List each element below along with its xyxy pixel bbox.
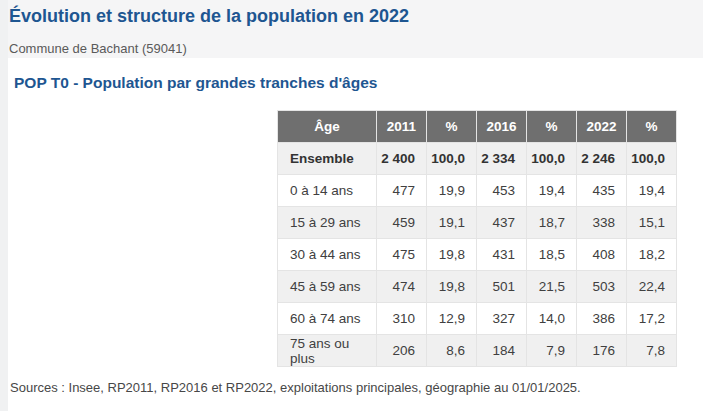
value-cell: 475 (377, 239, 427, 271)
table-row: 0 à 14 ans47719,945319,443519,4 (278, 175, 677, 207)
age-group-label: Ensemble (278, 143, 377, 175)
column-header: 2016 (477, 111, 527, 143)
value-cell: 100,0 (627, 143, 677, 175)
age-group-label: 60 à 74 ans (278, 303, 377, 335)
value-cell: 17,2 (627, 303, 677, 335)
value-cell: 100,0 (527, 143, 577, 175)
column-header: % (527, 111, 577, 143)
value-cell: 431 (477, 239, 527, 271)
age-group-label: 0 à 14 ans (278, 175, 377, 207)
column-header: % (627, 111, 677, 143)
value-cell: 7,9 (527, 335, 577, 367)
age-group-label: 45 à 59 ans (278, 271, 377, 303)
value-cell: 503 (577, 271, 627, 303)
value-cell: 386 (577, 303, 627, 335)
age-group-label: 15 à 29 ans (278, 207, 377, 239)
value-cell: 21,5 (527, 271, 577, 303)
value-cell: 176 (577, 335, 627, 367)
page-title: Évolution et structure de la population … (9, 6, 409, 27)
table-row: 15 à 29 ans45919,143718,733815,1 (278, 207, 677, 239)
value-cell: 22,4 (627, 271, 677, 303)
value-cell: 474 (377, 271, 427, 303)
column-header: 2011 (377, 111, 427, 143)
table-row: Ensemble2 400100,02 334100,02 246100,0 (278, 143, 677, 175)
value-cell: 19,1 (427, 207, 477, 239)
section-title-pop-t0: POP T0 - Population par grandes tranches… (14, 74, 377, 92)
value-cell: 327 (477, 303, 527, 335)
table-header-row: Âge2011%2016%2022% (278, 111, 677, 143)
value-cell: 2 334 (477, 143, 527, 175)
value-cell: 435 (577, 175, 627, 207)
value-cell: 206 (377, 335, 427, 367)
table-row: 75 ans ou plus2068,61847,91767,8 (278, 335, 677, 367)
table-row: 30 à 44 ans47519,843118,540818,2 (278, 239, 677, 271)
value-cell: 15,1 (627, 207, 677, 239)
value-cell: 2 400 (377, 143, 427, 175)
column-header: 2022 (577, 111, 627, 143)
table-row: 60 à 74 ans31012,932714,038617,2 (278, 303, 677, 335)
value-cell: 501 (477, 271, 527, 303)
value-cell: 459 (377, 207, 427, 239)
value-cell: 8,6 (427, 335, 477, 367)
value-cell: 184 (477, 335, 527, 367)
value-cell: 338 (577, 207, 627, 239)
value-cell: 477 (377, 175, 427, 207)
value-cell: 7,8 (627, 335, 677, 367)
table-row: 45 à 59 ans47419,850121,550322,4 (278, 271, 677, 303)
population-table: Âge2011%2016%2022% Ensemble2 400100,02 3… (277, 110, 677, 367)
value-cell: 12,9 (427, 303, 477, 335)
value-cell: 453 (477, 175, 527, 207)
column-header: % (427, 111, 477, 143)
value-cell: 437 (477, 207, 527, 239)
age-group-label: 30 à 44 ans (278, 239, 377, 271)
value-cell: 2 246 (577, 143, 627, 175)
value-cell: 18,7 (527, 207, 577, 239)
insee-population-page: Évolution et structure de la population … (0, 0, 703, 411)
value-cell: 408 (577, 239, 627, 271)
value-cell: 310 (377, 303, 427, 335)
value-cell: 19,4 (527, 175, 577, 207)
left-margin-strip (0, 0, 8, 411)
value-cell: 19,8 (427, 239, 477, 271)
column-header: Âge (278, 111, 377, 143)
value-cell: 19,4 (627, 175, 677, 207)
value-cell: 19,8 (427, 271, 477, 303)
value-cell: 19,9 (427, 175, 477, 207)
value-cell: 18,5 (527, 239, 577, 271)
value-cell: 14,0 (527, 303, 577, 335)
value-cell: 18,2 (627, 239, 677, 271)
age-group-label: 75 ans ou plus (278, 335, 377, 367)
value-cell: 100,0 (427, 143, 477, 175)
commune-subtitle: Commune de Bachant (59041) (9, 41, 187, 56)
sources-note: Sources : Insee, RP2011, RP2016 et RP202… (10, 380, 581, 395)
